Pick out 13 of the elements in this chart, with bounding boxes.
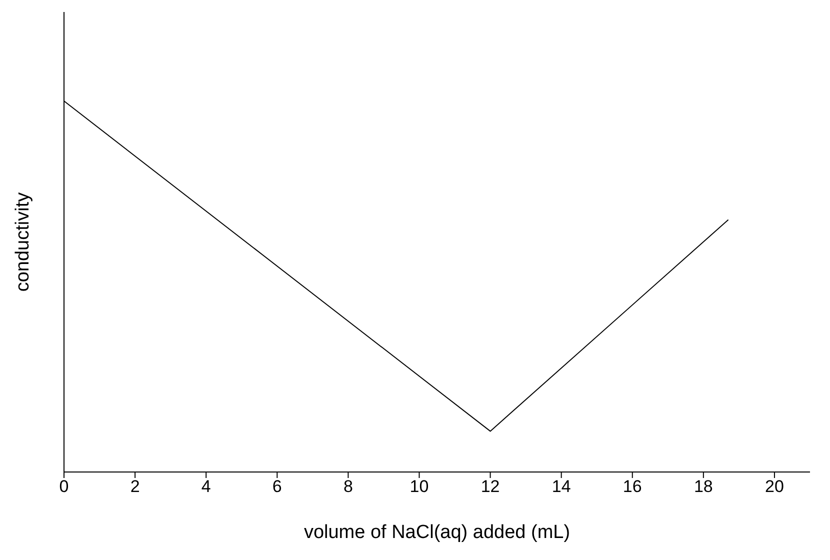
x-tick-label: 2 xyxy=(130,477,140,496)
x-tick-label: 20 xyxy=(765,477,784,496)
x-tick-label: 4 xyxy=(201,477,211,496)
x-tick-label: 18 xyxy=(694,477,713,496)
x-axis-title: volume of NaCl(aq) added (mL) xyxy=(304,522,570,543)
x-tick-label: 14 xyxy=(552,477,571,496)
x-tick-label: 10 xyxy=(410,477,429,496)
x-tick-label: 16 xyxy=(622,477,642,496)
x-tick-label: 12 xyxy=(480,477,500,496)
x-tick-label: 6 xyxy=(272,477,282,496)
x-tick-label: 8 xyxy=(343,477,353,496)
x-tick-label: 0 xyxy=(59,477,69,496)
y-axis-title: conductivity xyxy=(12,192,34,292)
